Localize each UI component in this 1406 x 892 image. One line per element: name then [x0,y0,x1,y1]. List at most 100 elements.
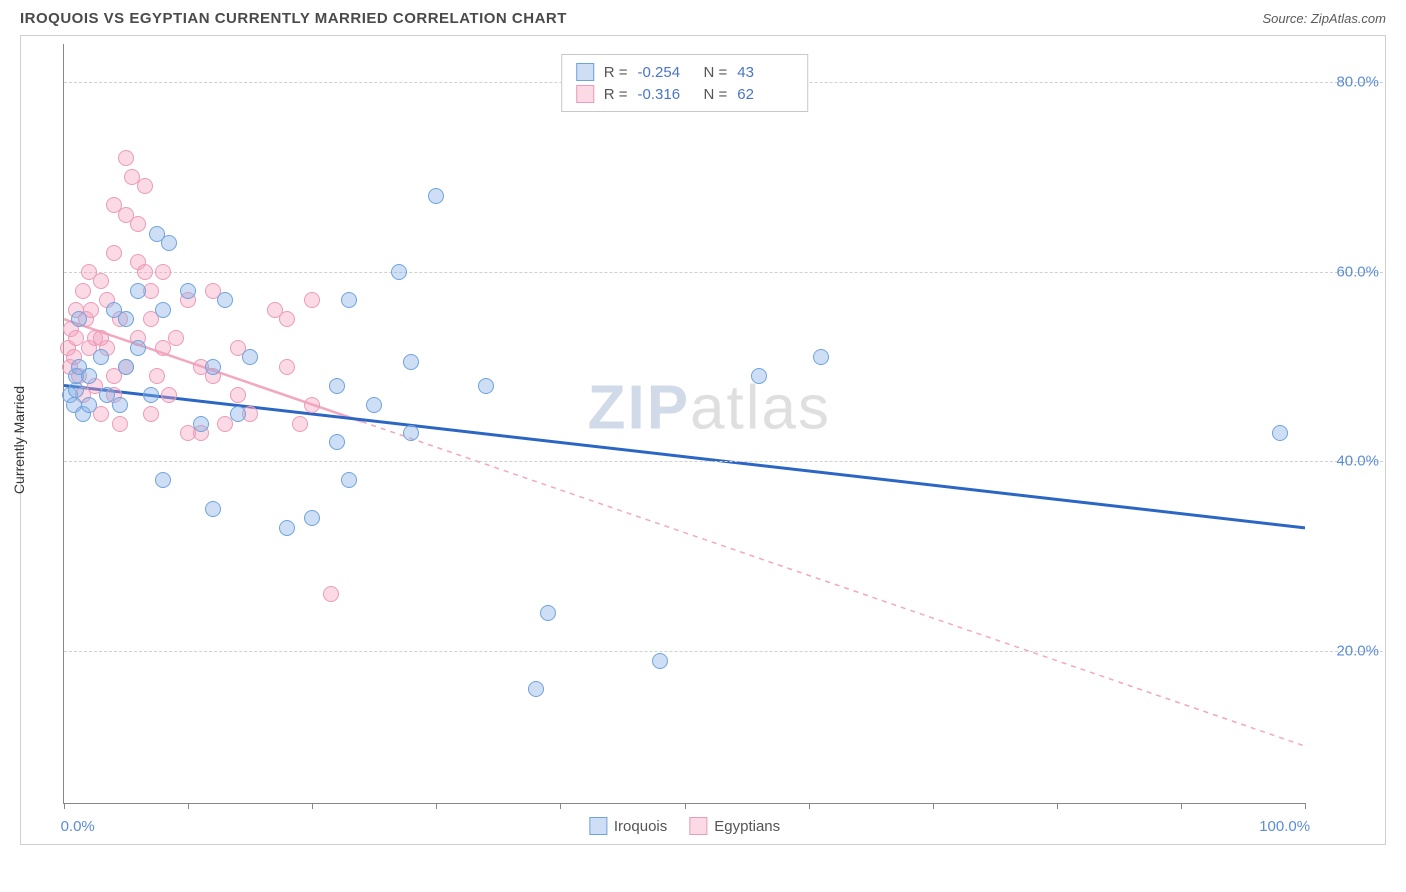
iroquois-point [180,283,196,299]
egyptians-point [118,150,134,166]
legend-item-egyptians: Egyptians [689,817,780,835]
r-label: R = [604,86,628,103]
egyptians-point [292,416,308,432]
egyptians-point [149,368,165,384]
iroquois-point [540,605,556,621]
x-tick [560,803,561,809]
iroquois-point [1272,425,1288,441]
iroquois-label: Iroquois [614,818,667,835]
iroquois-point [242,349,258,365]
egyptians-point [137,264,153,280]
y-tick-label: 40.0% [1336,453,1379,470]
iroquois-point [341,292,357,308]
chart-container: Currently Married ZIPatlas R = -0.254 N … [20,35,1386,845]
iroquois-point [205,359,221,375]
x-tick [685,803,686,809]
iroquois-point [130,340,146,356]
egyptians-point [161,387,177,403]
iroquois-point [403,354,419,370]
x-tick [1057,803,1058,809]
iroquois-point [118,311,134,327]
iroquois-point [93,349,109,365]
series-legend: Iroquois Egyptians [589,817,780,835]
iroquois-point [341,472,357,488]
iroquois-point [652,653,668,669]
iroquois-point [528,681,544,697]
watermark-zip: ZIP [588,374,690,443]
iroquois-point [391,264,407,280]
iroquois-point [193,416,209,432]
x-tick [1305,803,1306,809]
plot-area: ZIPatlas R = -0.254 N = 43 R = -0.316 N … [63,44,1305,804]
watermark: ZIPatlas [588,373,831,444]
egyptians-point [130,216,146,232]
x-tick [809,803,810,809]
egyptians-r-value: -0.316 [638,86,694,103]
iroquois-point [81,397,97,413]
iroquois-point [81,368,97,384]
x-tick [188,803,189,809]
iroquois-point [428,188,444,204]
x-tick [436,803,437,809]
egyptians-swatch [576,85,594,103]
x-tick [933,803,934,809]
legend-row-iroquois: R = -0.254 N = 43 [576,61,794,83]
chart-title: IROQUOIS VS EGYPTIAN CURRENTLY MARRIED C… [20,10,567,27]
iroquois-n-value: 43 [737,64,793,81]
source-name: ZipAtlas.com [1311,11,1386,26]
egyptians-point [143,406,159,422]
egyptians-point [279,359,295,375]
iroquois-point [205,501,221,517]
x-tick [1181,803,1182,809]
iroquois-point [112,397,128,413]
egyptians-point [323,586,339,602]
egyptians-point [230,387,246,403]
egyptians-label: Egyptians [714,818,780,835]
iroquois-point [230,406,246,422]
egyptians-point [112,416,128,432]
egyptians-point [137,178,153,194]
iroquois-point [403,425,419,441]
x-tick-label: 0.0% [61,818,95,835]
iroquois-swatch [589,817,607,835]
chart-header: IROQUOIS VS EGYPTIAN CURRENTLY MARRIED C… [0,0,1406,35]
legend-row-egyptians: R = -0.316 N = 62 [576,83,794,105]
grid-line [64,461,1383,462]
iroquois-point [71,311,87,327]
egyptians-point [75,283,91,299]
egyptians-point [155,264,171,280]
iroquois-point [751,368,767,384]
iroquois-point [161,235,177,251]
iroquois-point [217,292,233,308]
iroquois-point [118,359,134,375]
iroquois-point [329,434,345,450]
egyptians-n-value: 62 [737,86,793,103]
egyptians-point [304,397,320,413]
n-label: N = [704,64,728,81]
x-tick [312,803,313,809]
egyptians-point [304,292,320,308]
iroquois-point [329,378,345,394]
egyptians-point [279,311,295,327]
y-tick-label: 20.0% [1336,643,1379,660]
iroquois-point [366,397,382,413]
iroquois-point [68,382,84,398]
egyptians-point [106,245,122,261]
iroquois-r-value: -0.254 [638,64,694,81]
egyptians-point [168,330,184,346]
grid-line [64,272,1383,273]
r-label: R = [604,64,628,81]
source-prefix: Source: [1262,11,1310,26]
iroquois-point [279,520,295,536]
iroquois-point [813,349,829,365]
egyptians-swatch [689,817,707,835]
iroquois-point [155,472,171,488]
egyptians-point [93,273,109,289]
iroquois-point [478,378,494,394]
y-axis-label: Currently Married [11,386,27,494]
x-tick [64,803,65,809]
iroquois-point [304,510,320,526]
correlation-legend: R = -0.254 N = 43 R = -0.316 N = 62 [561,54,809,112]
iroquois-point [143,387,159,403]
egyptians-point [93,330,109,346]
